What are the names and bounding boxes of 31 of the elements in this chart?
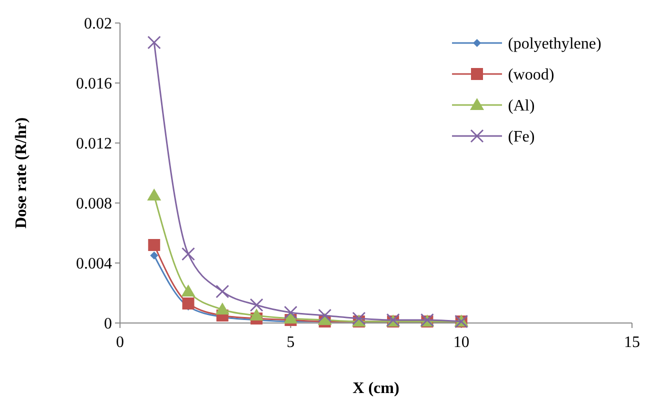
x-tick-label: 5 (286, 334, 295, 351)
x-tick-label: 15 (624, 334, 640, 351)
point (284, 312, 298, 324)
point (147, 36, 161, 50)
point (182, 298, 194, 310)
y-tick-label: 0.02 (84, 16, 112, 33)
point (181, 284, 196, 296)
y-tick-label: 0.012 (76, 136, 112, 153)
x-tick-label: 10 (453, 334, 470, 351)
point (250, 298, 264, 312)
legend-label: (wood) (508, 66, 554, 84)
y-tick-label: 0.004 (76, 256, 112, 273)
point (147, 188, 162, 200)
point (182, 247, 196, 261)
legend-label: (Al) (508, 98, 535, 115)
point (150, 252, 158, 260)
x-tick-label: 0 (116, 334, 124, 351)
point (215, 302, 230, 314)
y-tick-label: 0.016 (76, 76, 112, 93)
point (250, 308, 264, 320)
legend-label: (polyethylene) (508, 36, 602, 53)
point (216, 284, 230, 298)
y-axis-title: Dose rate (R/hr) (13, 117, 30, 229)
point (148, 239, 160, 251)
x-axis-title: X (cm) (352, 380, 400, 397)
y-tick-label: 0 (104, 316, 112, 333)
point (284, 306, 298, 320)
point (318, 308, 332, 322)
legend-label: (Fe) (508, 128, 535, 146)
y-tick-label: 0.008 (76, 196, 112, 213)
point (352, 312, 366, 326)
